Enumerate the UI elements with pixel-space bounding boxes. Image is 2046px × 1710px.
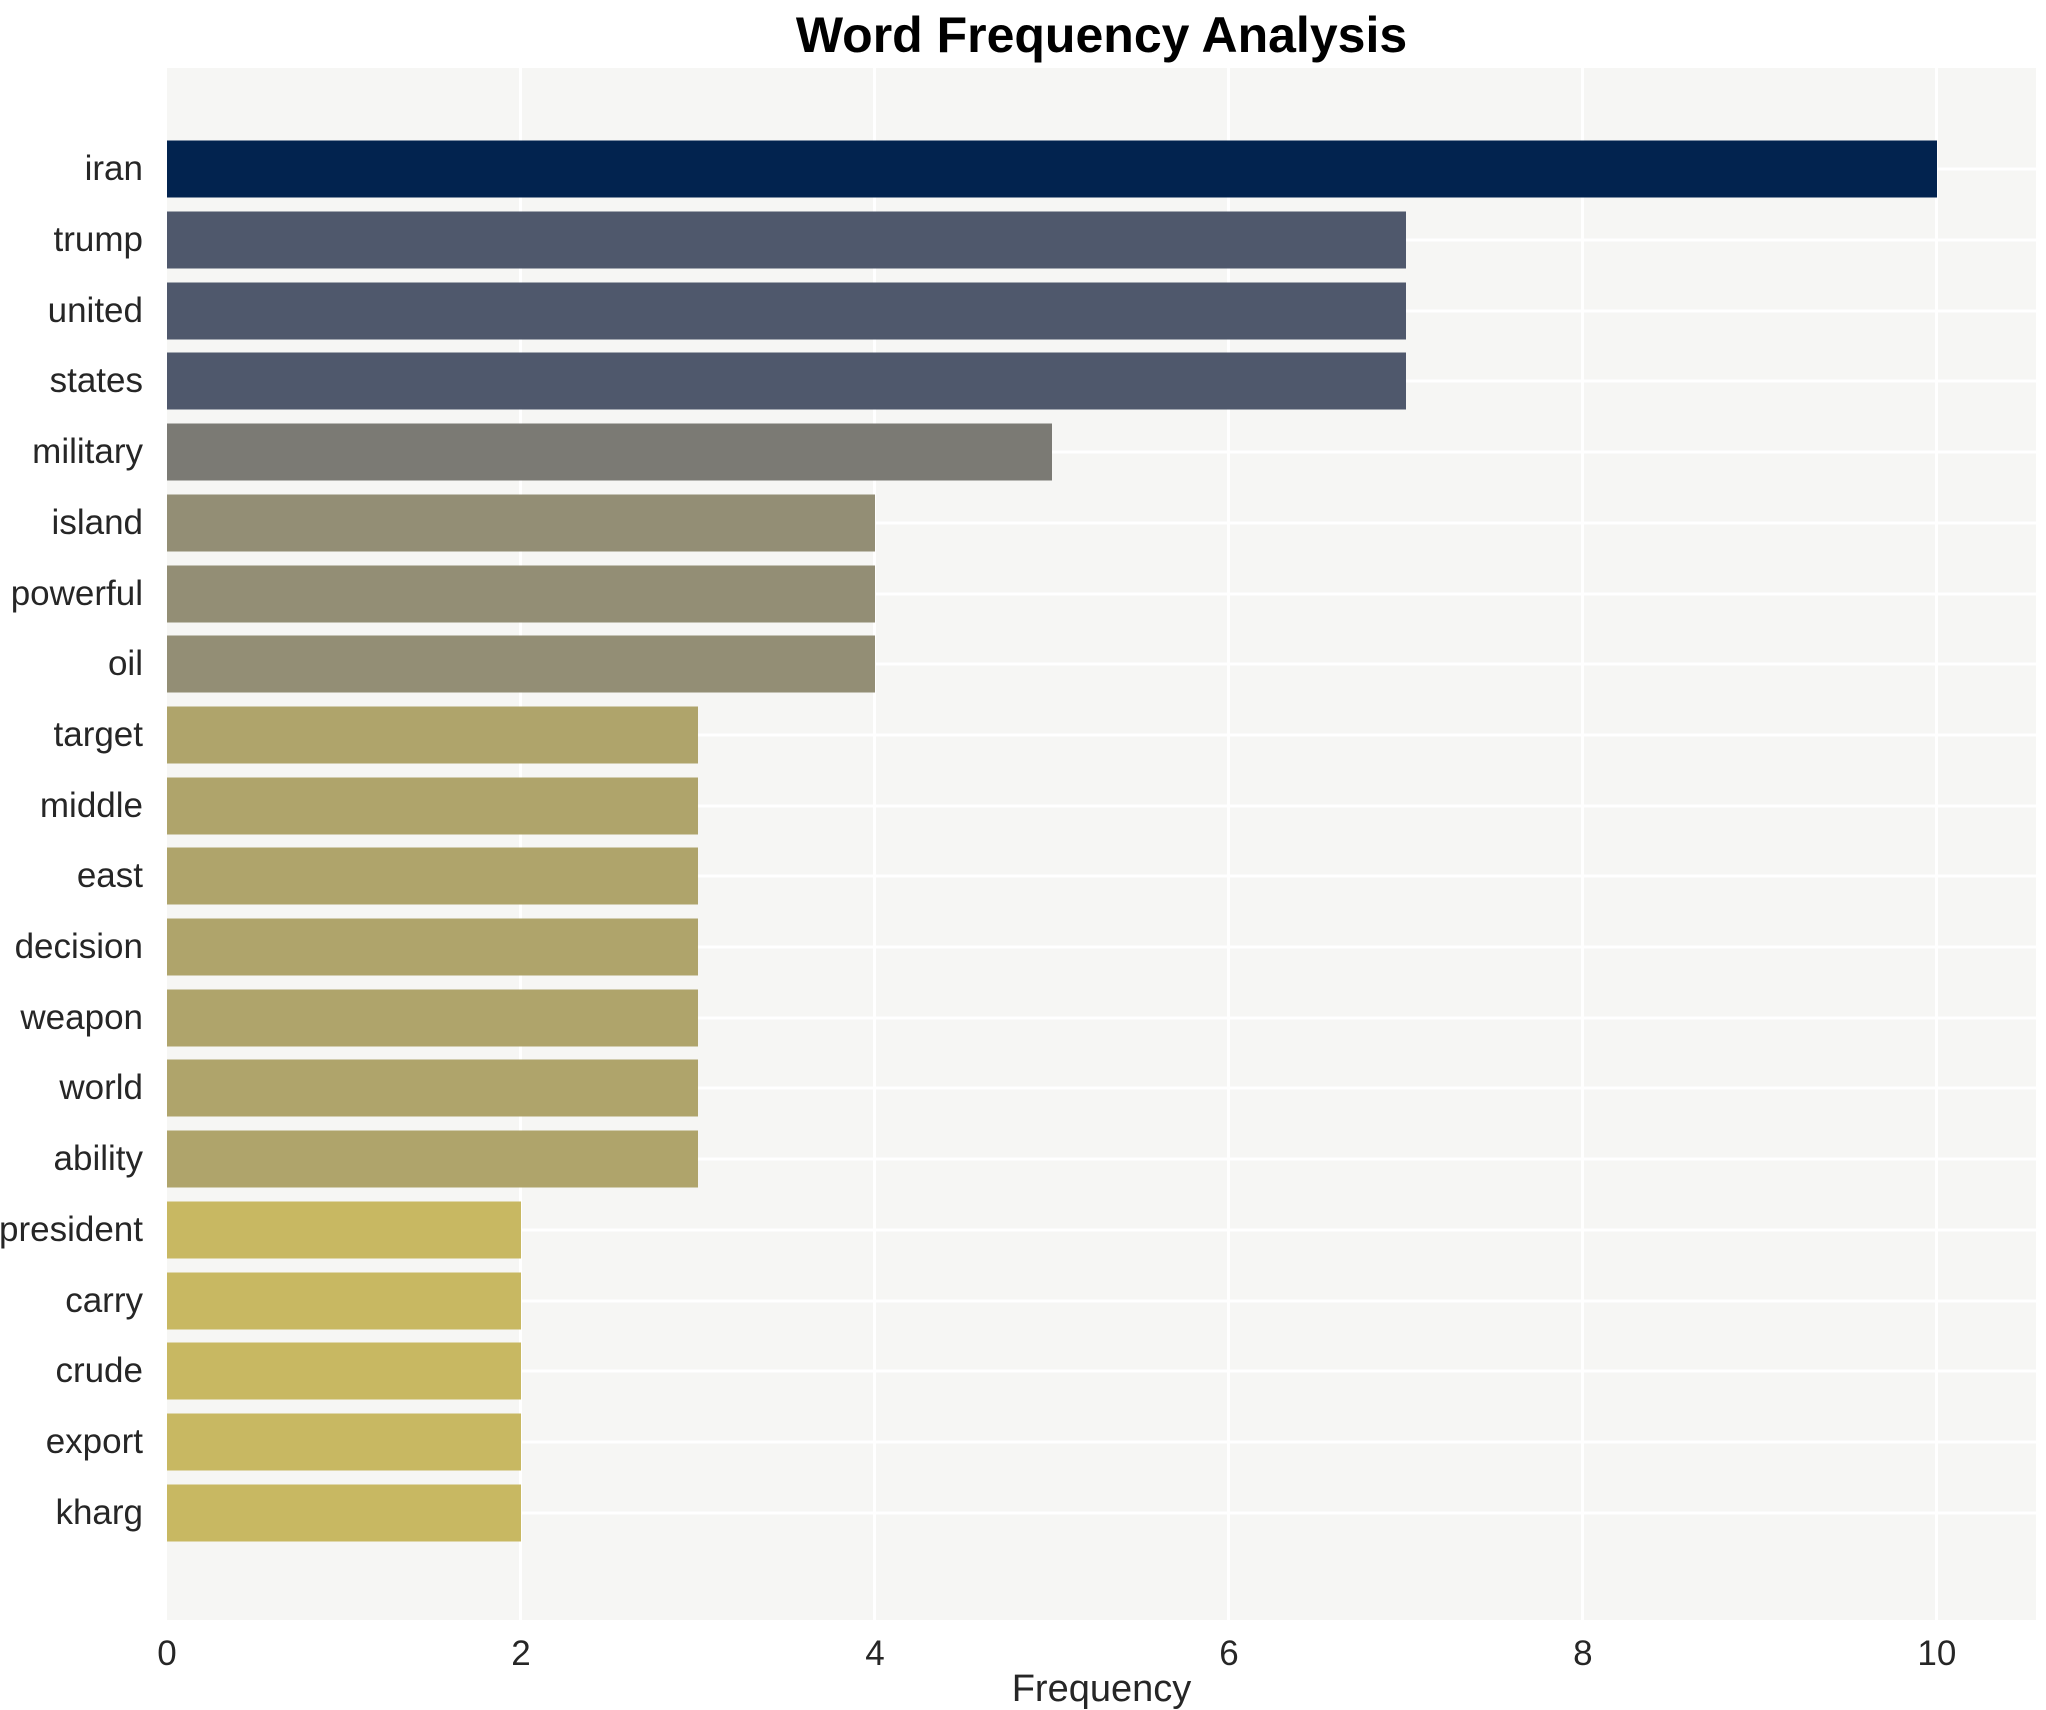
bar-united (167, 282, 1406, 340)
bar-row-crude: crude (55, 1336, 2036, 1407)
x-tick-label-8: 8 (1573, 1634, 1593, 1673)
horizontal-gridline (167, 1511, 2036, 1515)
bar-east (167, 847, 698, 905)
bar-row-iran: iran (85, 134, 2036, 205)
bar-military (167, 423, 1052, 481)
bar-row-decision: decision (15, 912, 2036, 983)
horizontal-gridline (167, 1086, 2036, 1090)
bar-oil (167, 635, 875, 693)
bar-row-ability: ability (54, 1124, 2036, 1195)
horizontal-gridline (167, 1299, 2036, 1303)
bar-row-island: island (52, 488, 2036, 559)
y-tick-label-island: island (51, 502, 143, 542)
bar-rows-layer: iran trump united states military island power… (0, 134, 2036, 1548)
vertical-gridline-8 (1581, 68, 1585, 1620)
horizontal-gridline (167, 662, 2036, 666)
bar-weapon (167, 989, 698, 1047)
bar-trump (167, 211, 1406, 269)
bar-row-weapon: weapon (20, 982, 2036, 1053)
vertical-gridline-4 (873, 68, 877, 1620)
bar-export (167, 1413, 521, 1471)
y-tick-label-states: states (49, 361, 143, 401)
horizontal-gridline (167, 1016, 2036, 1020)
y-tick-label-middle: middle (39, 785, 143, 825)
bar-row-powerful: powerful (11, 558, 2036, 629)
x-tick-label-6: 6 (1219, 1634, 1239, 1673)
y-tick-label-export: export (45, 1421, 143, 1461)
bar-row-middle: middle (40, 770, 2036, 841)
vertical-gridline-10 (1935, 68, 1939, 1620)
horizontal-gridline (167, 1440, 2036, 1444)
y-tick-label-iran: iran (84, 149, 143, 189)
bar-row-target: target (54, 700, 2036, 771)
horizontal-gridline (167, 733, 2036, 737)
y-tick-label-world: world (59, 1068, 143, 1108)
bar-row-carry: carry (65, 1265, 2036, 1336)
x-tick-label-10: 10 (1917, 1634, 1957, 1673)
bar-kharg (167, 1484, 521, 1542)
bar-president (167, 1201, 521, 1259)
vertical-gridline-2 (519, 68, 523, 1620)
y-tick-label-crude: crude (55, 1351, 143, 1391)
bar-row-oil: oil (108, 629, 2036, 700)
bar-crude (167, 1342, 521, 1400)
bar-row-trump: trump (54, 205, 2036, 276)
y-tick-label-ability: ability (53, 1139, 143, 1179)
chart-title: Word Frequency Analysis (795, 7, 1408, 63)
plot-area: iran trump united states military island power… (0, 68, 2036, 1620)
y-tick-label-kharg: kharg (55, 1492, 143, 1532)
bar-carry (167, 1272, 521, 1330)
vertical-gridline-6 (1227, 68, 1231, 1620)
y-tick-label-decision: decision (14, 927, 143, 967)
bar-row-east: east (77, 841, 2036, 912)
bar-row-states: states (50, 346, 2036, 417)
horizontal-gridline (167, 945, 2036, 949)
bar-row-export: export (46, 1407, 2036, 1478)
x-axis-label: Frequency (1011, 1668, 1192, 1710)
horizontal-gridline (167, 592, 2036, 596)
bar-states (167, 352, 1406, 410)
bar-island (167, 494, 875, 552)
y-tick-label-powerful: powerful (10, 573, 143, 613)
bar-iran (167, 140, 1937, 198)
y-tick-label-east: east (76, 856, 143, 896)
y-tick-label-oil: oil (107, 644, 143, 684)
horizontal-gridline (167, 1369, 2036, 1373)
bar-powerful (167, 565, 875, 623)
y-tick-label-carry: carry (65, 1280, 143, 1320)
horizontal-gridline (167, 874, 2036, 878)
bar-ability (167, 1130, 698, 1188)
x-tick-label-2: 2 (511, 1634, 531, 1673)
x-tick-label-4: 4 (865, 1634, 885, 1673)
horizontal-gridline (167, 804, 2036, 808)
x-tick-label-0: 0 (157, 1634, 177, 1673)
bar-row-united: united (48, 275, 2036, 346)
y-tick-label-military: military (32, 432, 143, 472)
bar-row-president: president (0, 1195, 2036, 1266)
bar-row-world: world (59, 1053, 2036, 1124)
bar-row-kharg: kharg (55, 1477, 2036, 1548)
bar-target (167, 706, 698, 764)
horizontal-gridline (167, 450, 2036, 454)
bar-middle (167, 777, 698, 835)
y-tick-label-united: united (47, 290, 143, 330)
horizontal-gridline (167, 521, 2036, 525)
y-tick-label-target: target (53, 714, 144, 754)
horizontal-gridline (167, 1228, 2036, 1232)
bar-row-military: military (32, 417, 2036, 488)
bar-world (167, 1059, 698, 1117)
y-tick-label-weapon: weapon (20, 997, 143, 1037)
y-tick-label-trump: trump (53, 220, 143, 260)
y-tick-label-president: president (0, 1209, 143, 1249)
horizontal-gridline (167, 1157, 2036, 1161)
bar-decision (167, 918, 698, 976)
